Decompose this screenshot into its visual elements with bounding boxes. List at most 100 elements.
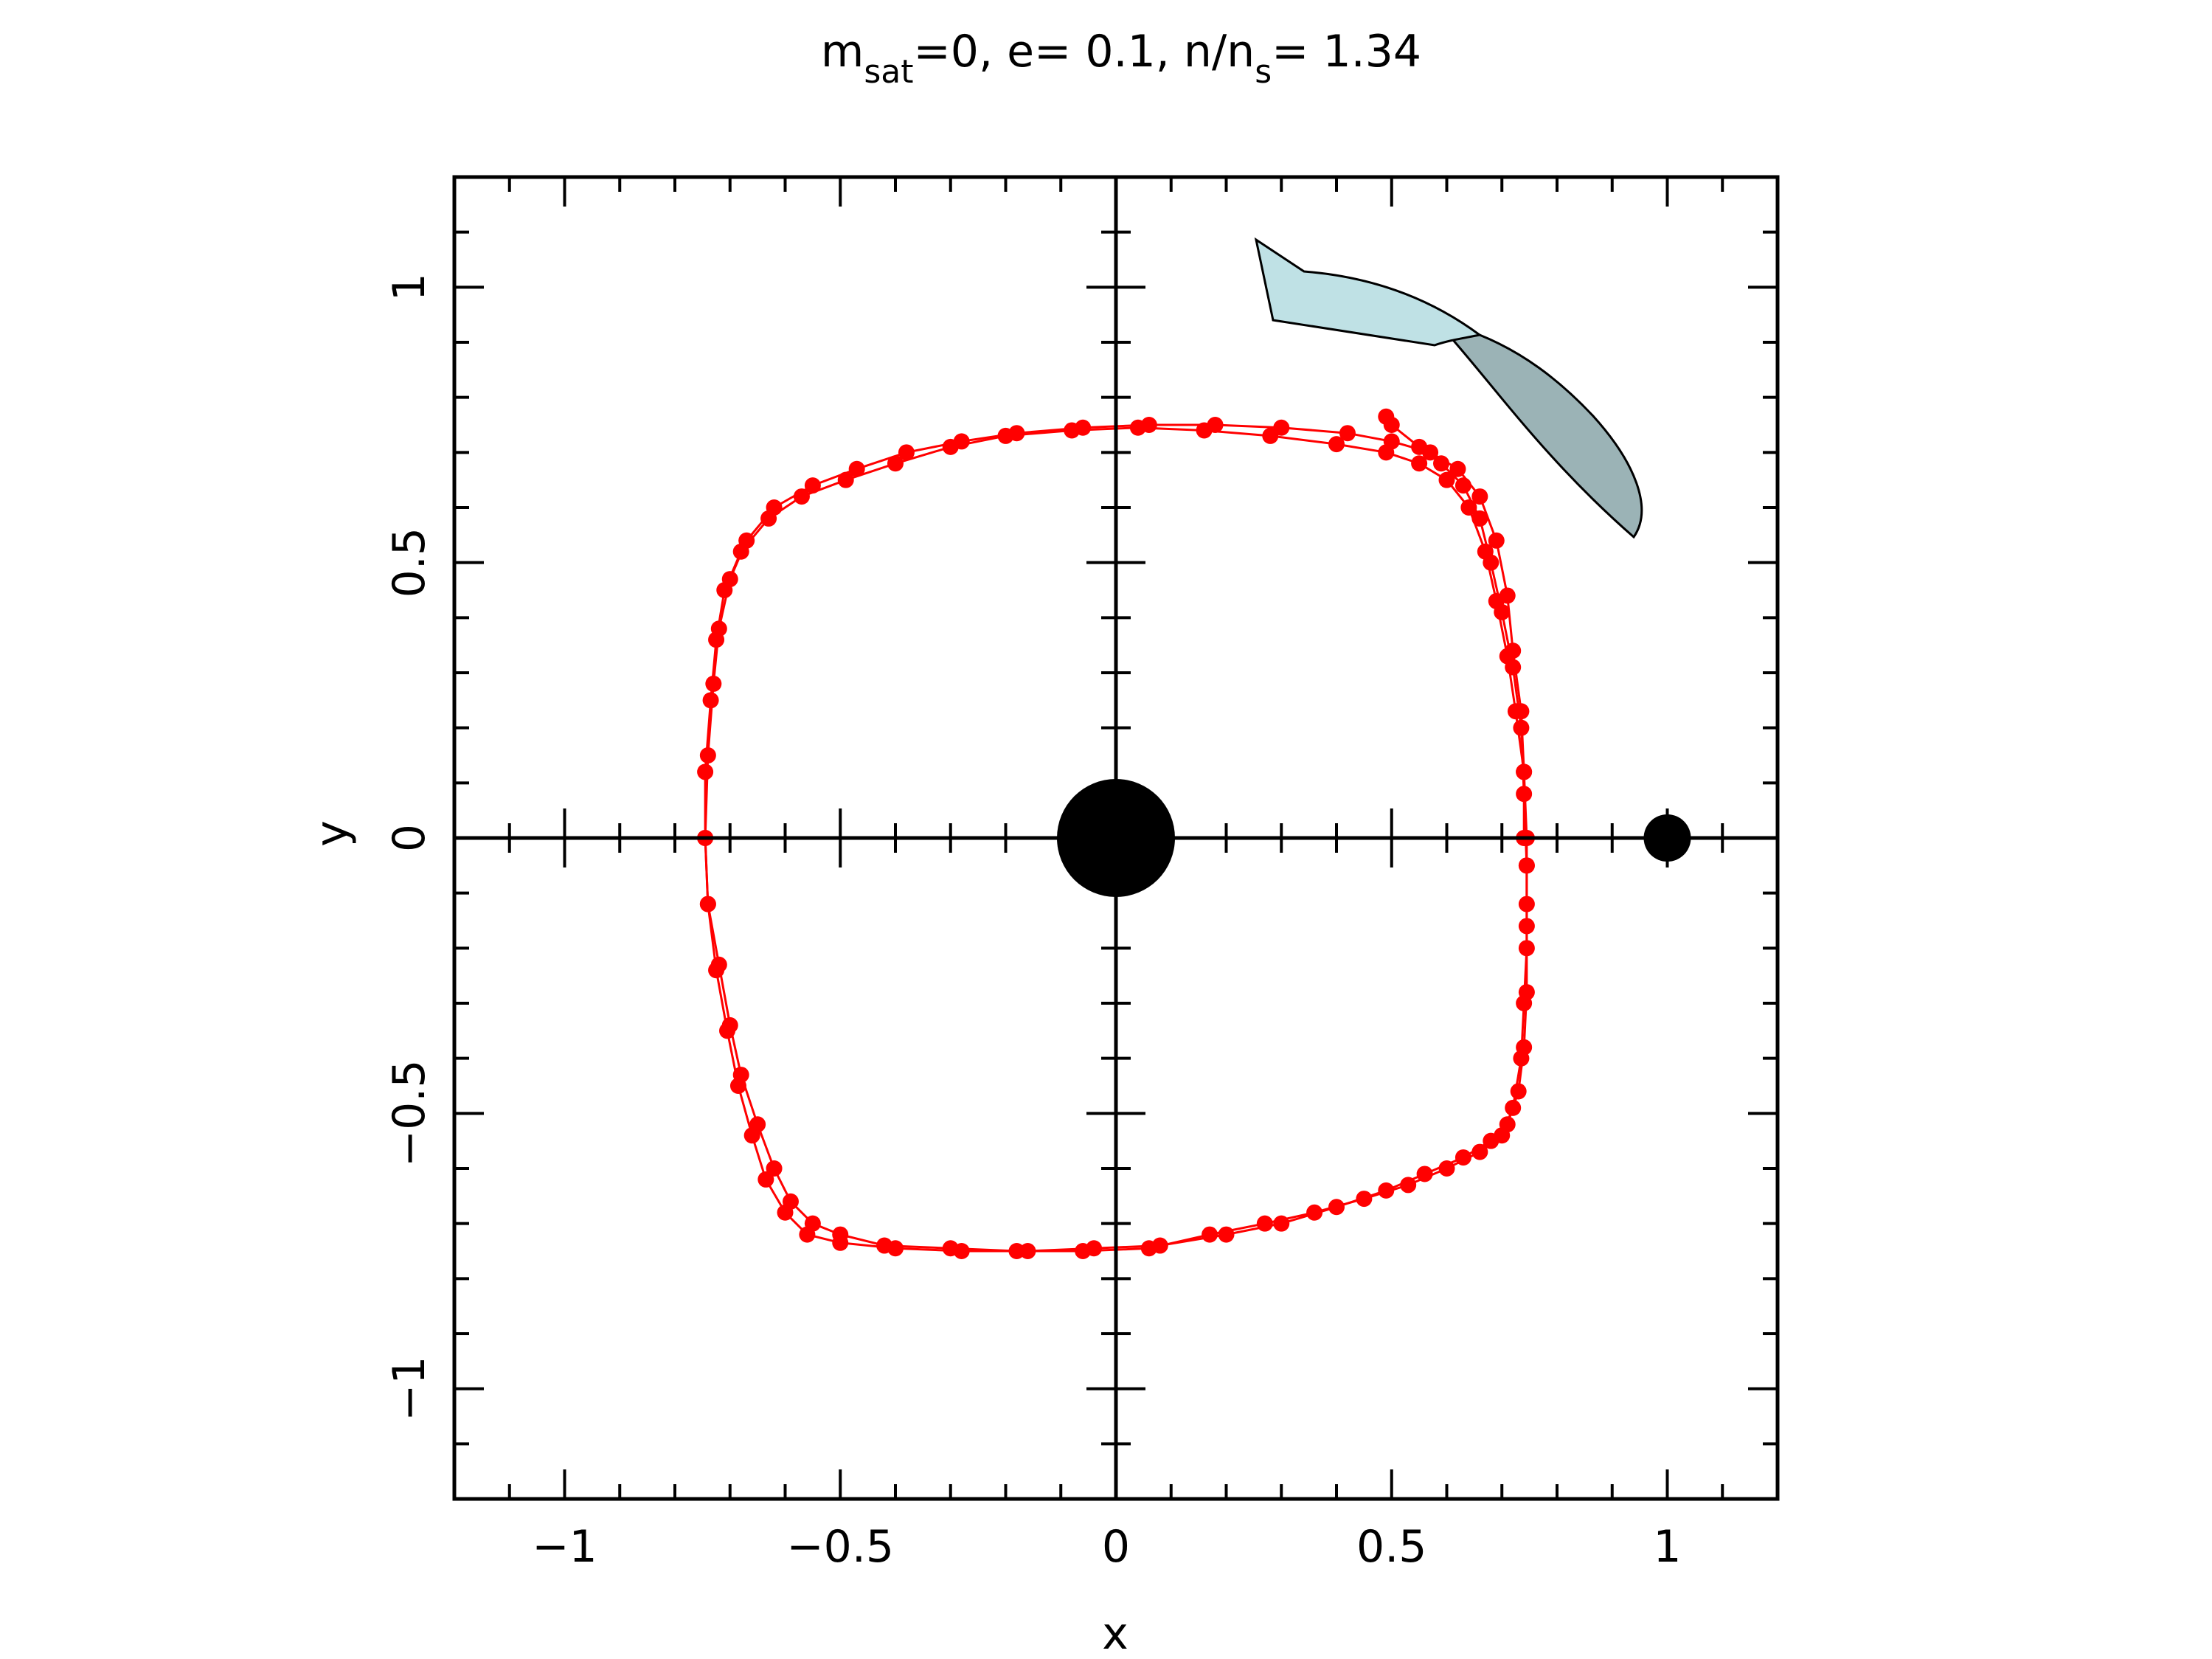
orbit-point: [1438, 1160, 1455, 1177]
orbit-point: [732, 543, 749, 560]
orbit-point: [719, 1022, 736, 1039]
orbit-point: [1518, 918, 1535, 935]
orbit-point: [1328, 1199, 1345, 1216]
orbit-point: [898, 444, 915, 461]
orbit-point: [699, 896, 716, 912]
orbit-point: [766, 1160, 783, 1177]
y-tick-label: −1: [384, 1356, 435, 1421]
orbit-point: [1086, 1240, 1103, 1257]
orbit-point: [729, 1078, 746, 1094]
orbit-point: [1378, 408, 1395, 425]
title-m: m: [821, 26, 864, 77]
orbit-point: [1411, 455, 1428, 472]
chart-title: msat=0, e= 0.1, n/ns= 1.34: [821, 26, 1421, 91]
orbit-point: [799, 1226, 816, 1243]
y-tick-label: 0: [384, 824, 435, 852]
orbit-point: [837, 471, 854, 488]
orbit-point: [1256, 1215, 1273, 1232]
orbit-point: [708, 962, 725, 979]
orbit-point: [942, 438, 959, 455]
orbit-point: [757, 1171, 774, 1188]
orbit-point: [1513, 719, 1530, 736]
orbit-point: [716, 582, 733, 598]
orbit-point: [1488, 532, 1505, 549]
arrow-annotation-tail: [1446, 333, 1643, 539]
orbit-point: [1064, 422, 1081, 439]
arrow-annotation-head: [1254, 237, 1483, 347]
orbit-point: [760, 510, 777, 527]
satellite-marker: [1643, 814, 1691, 862]
orbit-point: [887, 455, 904, 472]
labels-layer: x y −1 −0.5 0 0.5 1 −1 −0.5 0 0.5 1: [306, 273, 1682, 1659]
orbit-point: [1518, 857, 1535, 874]
orbit-point: [1499, 1116, 1516, 1133]
orbit-point: [708, 631, 725, 648]
orbit-point: [1455, 477, 1471, 494]
orbit-point: [1505, 659, 1522, 676]
orbit-point: [1483, 1132, 1499, 1149]
orbit-point: [1507, 703, 1524, 720]
orbit-point: [1438, 471, 1455, 488]
x-tick-label: 0.5: [1356, 1521, 1426, 1573]
title-m-subscript: sat: [864, 53, 913, 91]
orbit-point: [1411, 438, 1428, 455]
orbit-point: [1378, 444, 1395, 461]
orbit-point: [1483, 554, 1499, 571]
x-tick-label: −1: [532, 1521, 597, 1573]
orbit-point: [1449, 460, 1466, 477]
orbit-point: [887, 1240, 904, 1257]
title-n-subscript: s: [1255, 53, 1272, 91]
x-tick-label: 0: [1102, 1521, 1130, 1573]
orbit-point: [705, 675, 722, 692]
markers-layer: [1057, 779, 1691, 897]
orbit-point: [1416, 1166, 1433, 1182]
orbit-point: [804, 477, 821, 494]
orbit-point: [1516, 786, 1533, 803]
orbit-point: [1339, 425, 1356, 442]
y-tick-label: 1: [384, 273, 435, 301]
orbit-point: [1494, 603, 1511, 620]
x-tick-label: 1: [1653, 1521, 1681, 1573]
orbit-point: [1151, 1237, 1168, 1254]
orbit-point: [697, 763, 714, 780]
orbit-point: [1516, 1039, 1533, 1056]
title-part2: = 1.34: [1272, 26, 1421, 77]
orbit-point: [1273, 1215, 1290, 1232]
orbit-point: [1273, 419, 1290, 436]
arrow-annotation: [1254, 237, 1643, 539]
orbit-point: [1471, 510, 1488, 527]
orbit-point: [997, 427, 1014, 444]
orbit-point: [1196, 422, 1213, 439]
orbit-point: [793, 488, 810, 505]
orbit-point: [1328, 436, 1345, 453]
orbit-point: [953, 1243, 970, 1259]
y-tick-label: −0.5: [384, 1059, 435, 1167]
orbit-point: [1518, 984, 1535, 1001]
orbit-point: [1455, 1149, 1471, 1166]
orbit-point: [777, 1204, 794, 1221]
orbit-point: [1510, 1083, 1527, 1100]
orbit-point: [1471, 488, 1488, 505]
orbit-point: [1129, 419, 1146, 436]
x-axis-label: x: [1102, 1608, 1128, 1659]
series-layer: [697, 408, 1535, 1259]
orbit-point: [743, 1127, 760, 1144]
title-part1: =0, e= 0.1, n/n: [914, 26, 1255, 77]
orbit-point: [1378, 1182, 1395, 1199]
central-body-marker: [1057, 779, 1175, 897]
orbit-point: [1471, 1143, 1488, 1160]
orbit-point: [1433, 455, 1450, 472]
orbit-point: [832, 1234, 849, 1251]
orbit-point: [848, 460, 865, 477]
orbit-point: [702, 692, 719, 709]
x-tick-label: −0.5: [786, 1521, 894, 1573]
orbit-point: [1400, 1177, 1417, 1194]
orbit-point: [1262, 427, 1279, 444]
orbit-point: [699, 747, 716, 763]
orbit-point: [1202, 1226, 1218, 1243]
y-tick-label: 0.5: [384, 527, 435, 598]
orbit-point: [1218, 1226, 1235, 1243]
y-axis-label: y: [306, 820, 358, 847]
orbit-point: [1019, 1243, 1036, 1259]
